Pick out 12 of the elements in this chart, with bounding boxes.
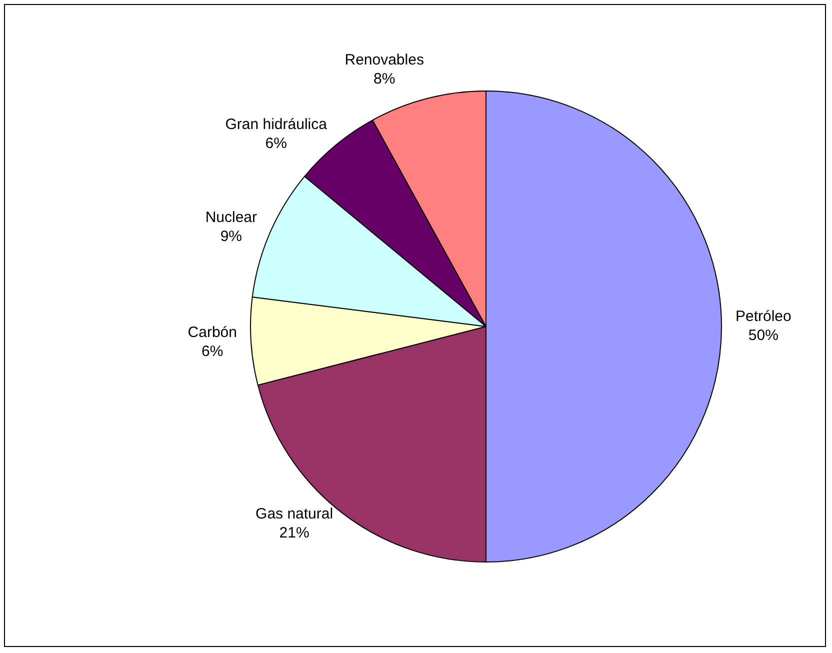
data-label: 6% <box>202 342 224 360</box>
data-label: 9% <box>220 228 242 246</box>
slice-label: Gas natural <box>256 505 334 522</box>
data-label: 6% <box>265 134 287 152</box>
data-label: 50% <box>748 327 778 344</box>
slice-label: Carbón <box>188 324 237 341</box>
slice-label: Renovables <box>344 51 424 68</box>
data-label: 8% <box>374 70 396 88</box>
slice-label: Gran hidráulica <box>225 116 328 133</box>
slice-label: Petróleo <box>736 308 792 326</box>
slice-label: Nuclear <box>205 209 258 226</box>
data-label: 21% <box>279 524 310 542</box>
